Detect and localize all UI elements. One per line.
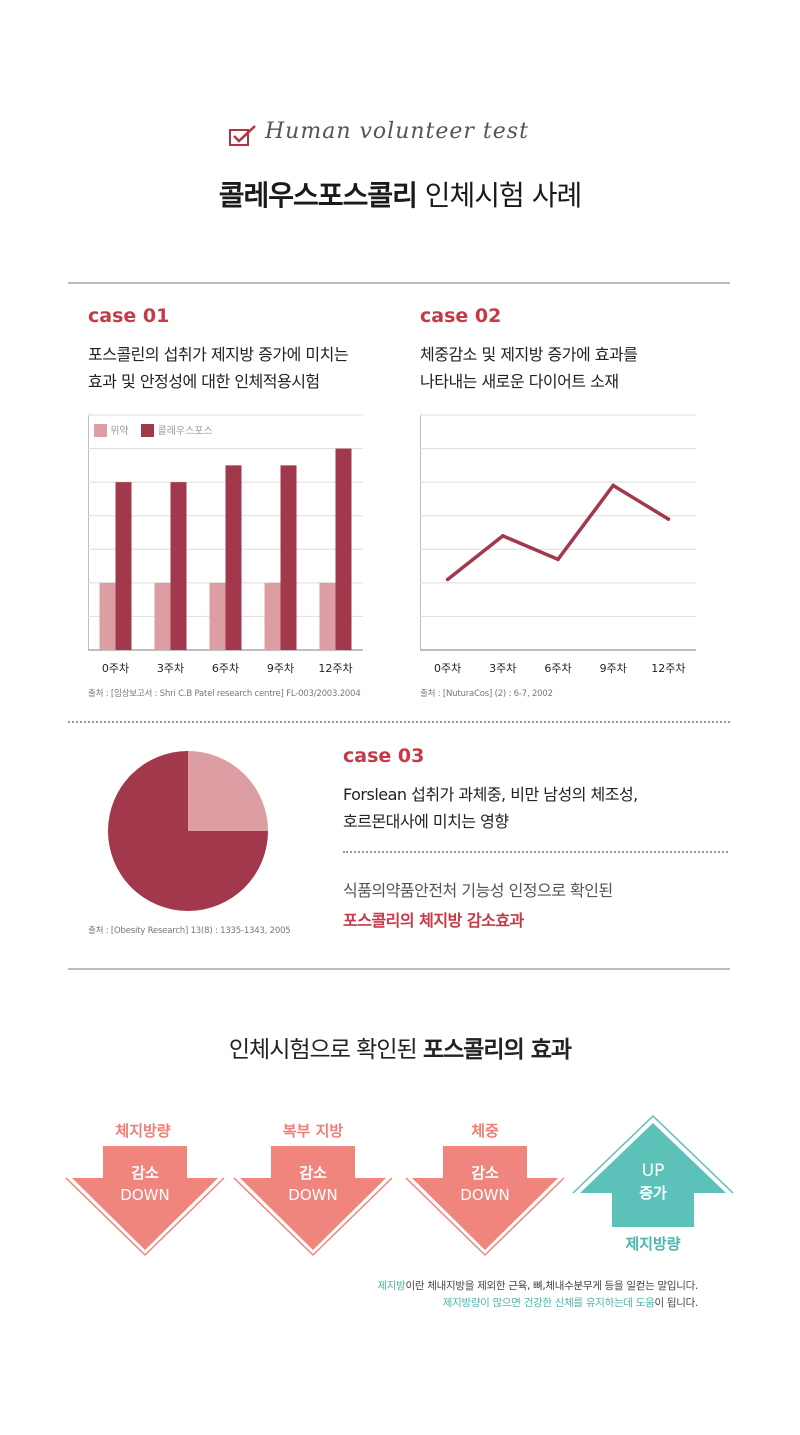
bar-placebo [209, 582, 226, 650]
line-x-axis-labels: 0주차 3주차 6주차 9주차 12주차 [420, 660, 696, 676]
legend-swatch-placebo [94, 424, 107, 437]
case3-desc-line1: Forslean 섭취가 과체중, 비만 남성의 체조성, [343, 785, 638, 804]
legend-swatch-coleus [141, 424, 155, 437]
effects-title: 인체시험으로 확인된 포스콜리의 효과 [0, 1030, 800, 1064]
effect3-label: 체중 [471, 1122, 499, 1140]
title-bold: 콜레우스포스콜리 [218, 179, 418, 212]
bar-x-axis-labels: 0주차 3주차 6주차 9주차 12주차 [88, 660, 363, 676]
effect-up-text: UP 증가 [572, 1160, 734, 1204]
footnote-line2-rest: 이 됩니다. [654, 1297, 698, 1309]
down-arrow-icon [233, 1146, 393, 1257]
effect-up-label: 제지방량 [625, 1235, 681, 1253]
checkbox-icon [229, 125, 256, 146]
title-normal: 인체시험 사례 [416, 179, 582, 212]
case1-desc-line2: 효과 및 안정성에 대한 인체적용시험 [88, 372, 320, 391]
footnote-line2: 제지방량이 많으면 건강한 신체를 유지하는데 도움이 됩니다. [250, 1295, 699, 1312]
bar-coleus [115, 482, 132, 650]
line-point [666, 517, 671, 521]
line-point [556, 557, 560, 562]
effects-title-normal: 인체시험으로 확인된 [228, 1037, 423, 1063]
page-title: 콜레우스포스콜리 인체시험 사례 [0, 174, 800, 214]
divider-bottom [68, 968, 730, 970]
case3-confirm-text: 식품의약품안전처 기능성 인정으로 확인된 [343, 881, 613, 900]
case2-label: case 02 [420, 305, 502, 327]
case3-highlight: 포스콜리의 체지방 감소효과 [343, 911, 524, 930]
case1-label: case 01 [88, 305, 170, 327]
effect1-kor: 감소 [131, 1164, 159, 1182]
case1-source: 출처 : [임상보고서 : Shri C.B Patel research ce… [88, 689, 361, 699]
effect-up-eng: UP [641, 1161, 665, 1181]
case2-source: 출처 : [NuturaCos] (2) : 6-7, 2002 [420, 689, 553, 699]
x-tick-label: 6주차 [544, 662, 572, 675]
divider-dotted-case3 [343, 851, 728, 853]
pie-slice-1 [188, 751, 268, 831]
divider-dotted [68, 721, 730, 723]
case3-source: 출처 : [Obesity Research] 13(8) : 1335-134… [88, 926, 291, 936]
effect2-eng: DOWN [288, 1186, 338, 1204]
case2-desc-line2: 나타내는 새로운 다이어트 소재 [420, 372, 619, 391]
line-point [445, 577, 450, 582]
effect2-text: 감소 DOWN [233, 1162, 393, 1206]
effect2-kor: 감소 [299, 1164, 327, 1182]
bar-legend: 위약 콜레우스포스 [94, 422, 213, 437]
effect1-eng: DOWN [120, 1186, 170, 1204]
case1-desc-line1: 포스콜린의 섭취가 제지방 증가에 미치는 [88, 345, 349, 364]
footnote-line1-teal: 제지방 [377, 1280, 406, 1292]
line-series [446, 483, 670, 581]
effect-up-kor: 증가 [639, 1184, 667, 1202]
x-tick-label: 12주차 [318, 662, 353, 675]
footnote-line2-teal: 제지방량이 많으면 건강한 신체를 유지하는데 도움 [442, 1297, 655, 1309]
divider-top [68, 282, 730, 284]
footnote-line1: 제지방이란 체내지방을 제외한 근육, 뼈,체내수분무게 등을 일컫는 말입니다… [250, 1278, 698, 1295]
x-tick-label: 9주차 [266, 662, 295, 675]
bar-placebo [99, 582, 116, 650]
effect1-text: 감소 DOWN [65, 1162, 225, 1206]
down-arrow-icon [65, 1146, 225, 1257]
effects-title-bold: 포스콜리의 효과 [422, 1037, 572, 1063]
bar-placebo [154, 582, 171, 650]
case2-description: 체중감소 및 제지방 증가에 효과를 나타내는 새로운 다이어트 소재 [420, 341, 638, 395]
case3-description: Forslean 섭취가 과체중, 비만 남성의 체조성, 호르몬대사에 미치는… [343, 781, 638, 835]
bar-chart [88, 414, 363, 651]
pie-chart [108, 751, 268, 911]
effect3-eng: DOWN [460, 1186, 510, 1204]
bar-coleus [335, 448, 352, 650]
x-tick-label: 9주차 [599, 662, 627, 675]
line-point [501, 534, 505, 538]
bar-placebo [319, 582, 336, 650]
footnote-line1-rest: 이란 체내지방을 제외한 근육, 뼈,체내수분무게 등을 일컫는 말입니다. [405, 1280, 699, 1292]
legend-label-placebo: 위약 [110, 426, 129, 437]
effect3-kor: 감소 [471, 1164, 499, 1182]
x-tick-label: 3주차 [489, 662, 517, 675]
up-arrow-icon [572, 1115, 734, 1227]
effect1-label: 체지방량 [115, 1122, 171, 1140]
footnote: 제지방이란 체내지방을 제외한 근육, 뼈,체내수분무게 등을 일컫는 말입니다… [250, 1278, 698, 1312]
x-tick-label: 6주차 [211, 662, 240, 675]
bar-coleus [225, 465, 242, 650]
x-tick-label: 12주차 [651, 662, 686, 675]
line-grid [420, 414, 696, 651]
case2-desc-line1: 체중감소 및 제지방 증가에 효과를 [420, 345, 638, 364]
bar-marks [99, 448, 352, 650]
bar-coleus [280, 465, 297, 650]
x-tick-label: 3주차 [156, 662, 185, 675]
down-arrow-icon [405, 1146, 565, 1257]
line-point [611, 483, 615, 488]
line-chart [420, 414, 696, 651]
legend-label-coleus: 콜레우스포스 [157, 426, 213, 437]
effect3-text: 감소 DOWN [405, 1162, 565, 1206]
case3-label: case 03 [343, 745, 425, 767]
x-tick-label: 0주차 [101, 662, 130, 675]
case1-description: 포스콜린의 섭취가 제지방 증가에 미치는 효과 및 안정성에 대한 인체적용시… [88, 341, 349, 395]
bar-coleus [170, 482, 187, 650]
effect2-label: 복부 지방 [282, 1122, 344, 1140]
script-subtitle: Human volunteer test [265, 119, 529, 144]
bar-placebo [264, 582, 281, 650]
case3-desc-line2: 호르몬대사에 미치는 영향 [343, 812, 509, 831]
x-tick-label: 0주차 [433, 662, 462, 675]
line-marks [445, 483, 671, 582]
